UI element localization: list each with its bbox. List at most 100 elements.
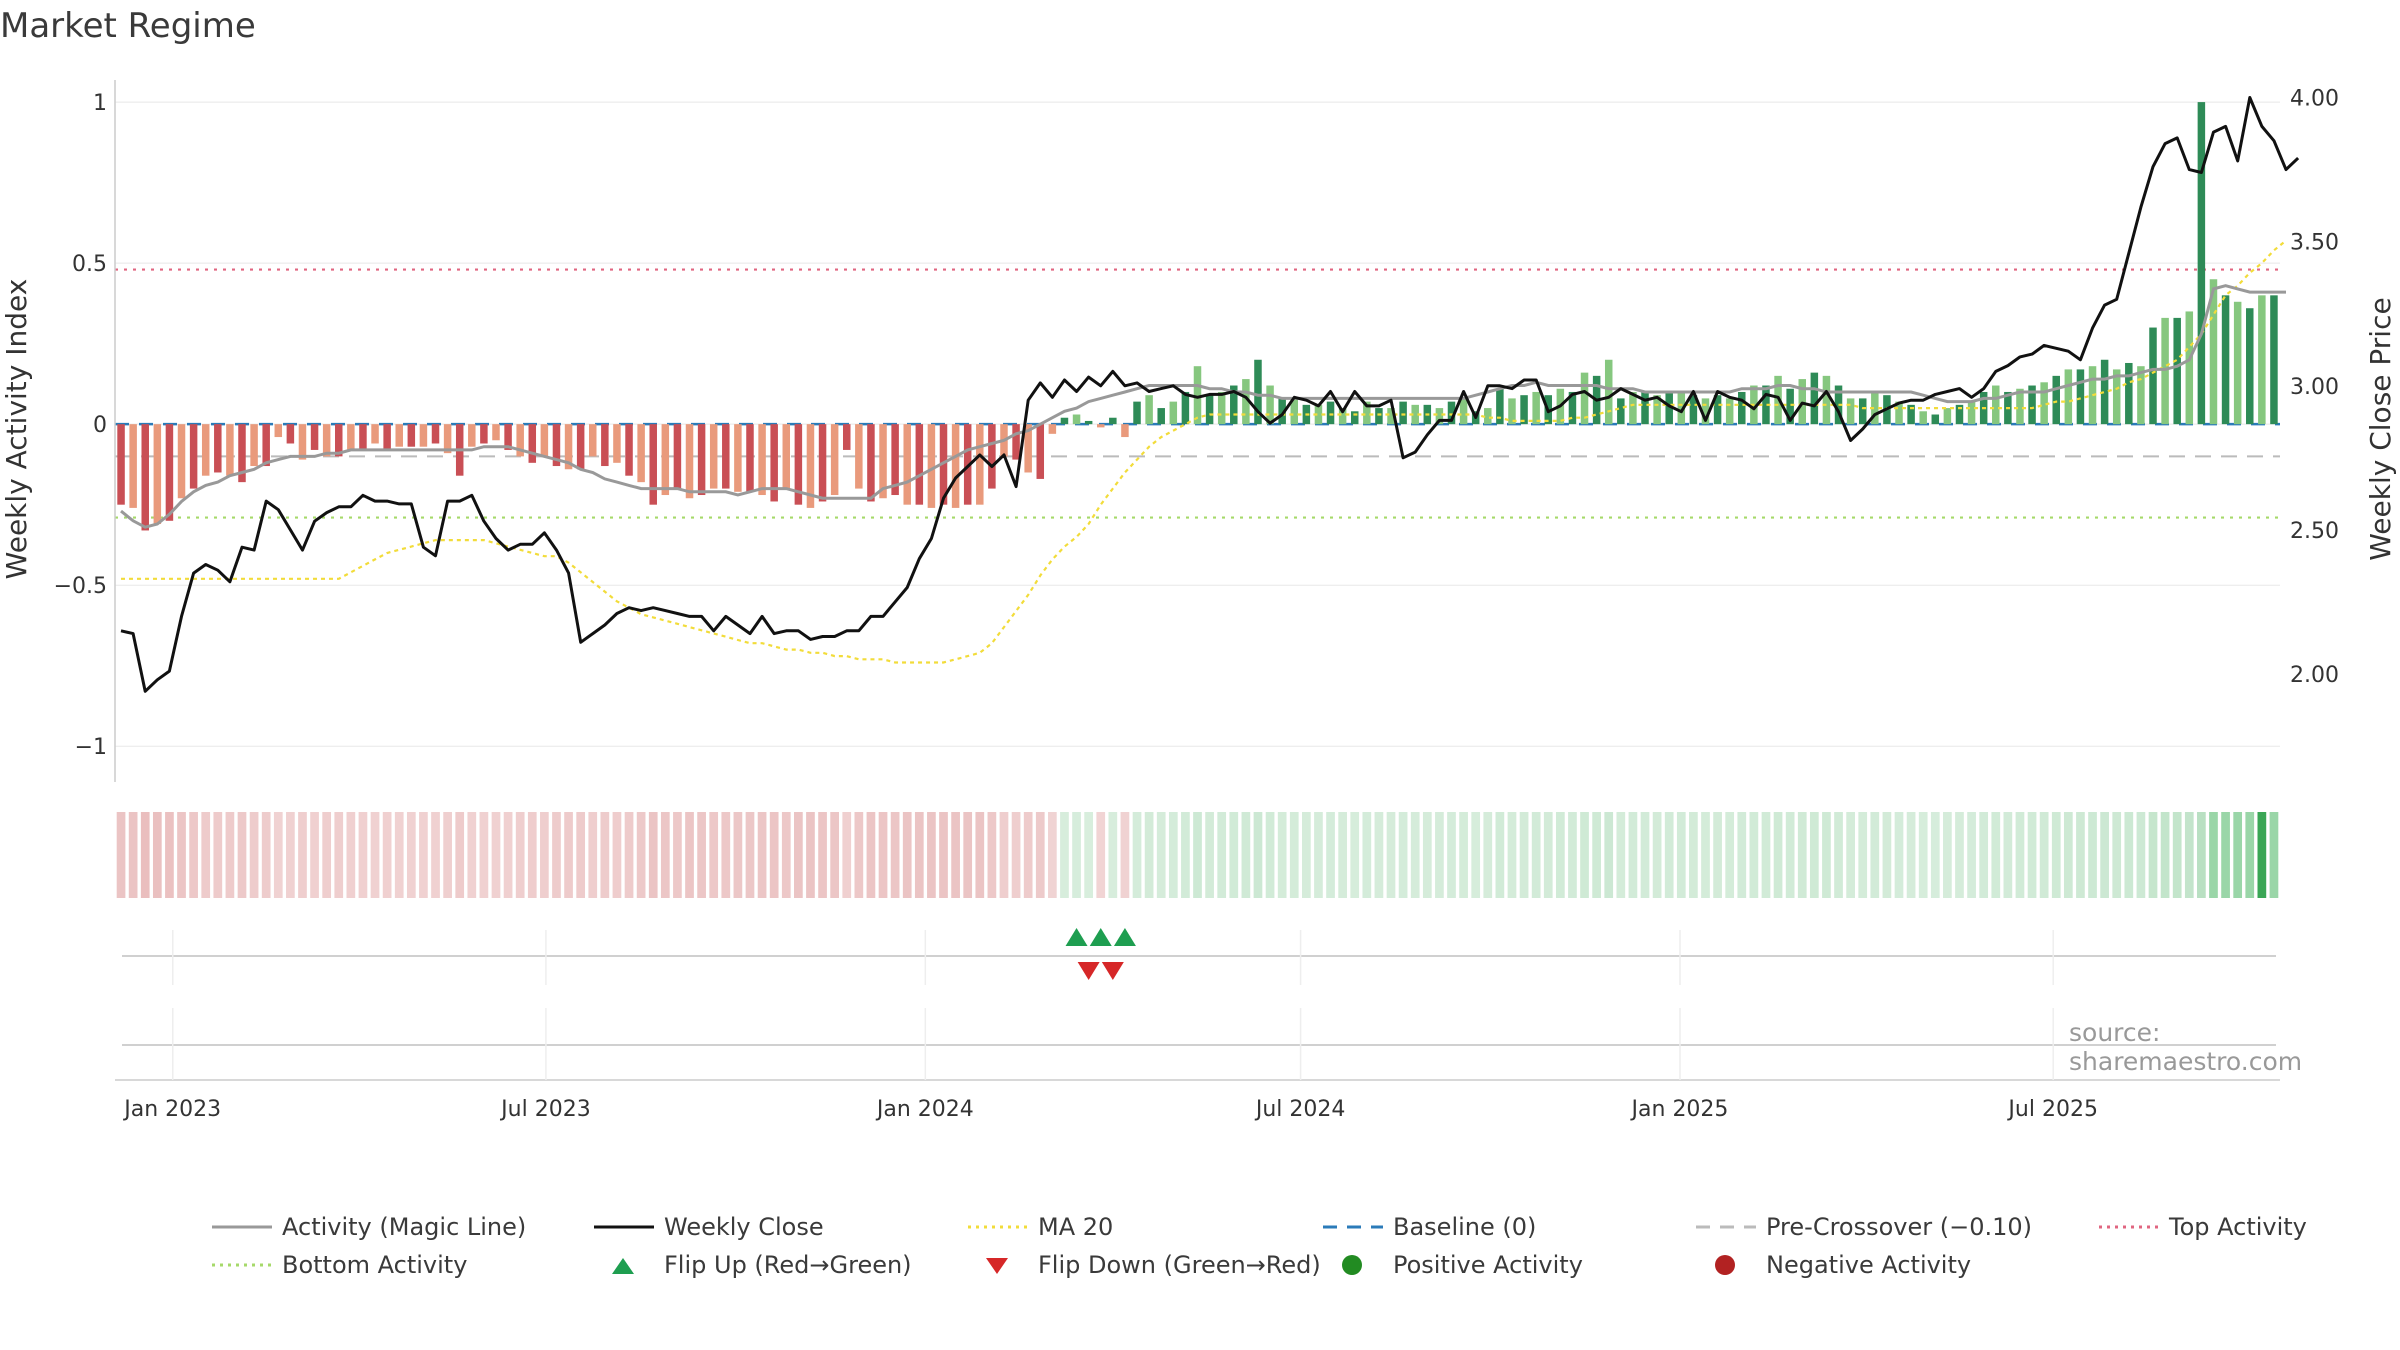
activity-bar — [709, 424, 718, 489]
activity-bar — [1181, 391, 1190, 425]
regime-cell — [1592, 812, 1601, 898]
regime-cell — [1676, 812, 1686, 898]
regime-cell — [1725, 812, 1735, 898]
activity-bar — [1193, 366, 1202, 425]
y-tick-label: 0.5 — [72, 252, 107, 277]
activity-bar — [1326, 401, 1335, 425]
regime-cell — [1519, 812, 1529, 898]
activity-bar — [1447, 401, 1456, 425]
activity-bar — [480, 424, 488, 444]
regime-cell — [2257, 812, 2267, 898]
activity-bar — [1242, 379, 1250, 425]
regime-cell — [1132, 812, 1142, 898]
activity-bar — [250, 424, 258, 467]
activity-bar — [1919, 411, 1927, 425]
activity-bar — [842, 424, 851, 450]
regime-cell — [503, 812, 513, 898]
activity-bar — [1992, 385, 2000, 425]
activity-bar — [589, 424, 597, 457]
legend-label: Flip Down (Green→Red) — [1038, 1251, 1321, 1279]
activity-bar — [1024, 424, 1032, 473]
regime-cell — [370, 812, 380, 898]
activity-bar — [722, 424, 730, 489]
regime-cell — [1664, 812, 1674, 898]
x-tick-label: Jan 2025 — [1630, 1097, 1729, 1122]
regime-cell — [1060, 812, 1069, 898]
regime-cell — [1689, 812, 1698, 898]
regime-cell — [673, 812, 682, 898]
y-tick-label: −0.5 — [54, 574, 107, 599]
legend-swatch-baseline — [1323, 1225, 1383, 1229]
regime-cell — [1955, 812, 1964, 898]
regime-cell — [1991, 812, 2001, 898]
regime-cell — [697, 812, 706, 898]
activity-bar — [1762, 385, 1770, 425]
regime-cell — [261, 812, 271, 898]
activity-bar — [552, 424, 561, 467]
activity-bar — [2209, 279, 2218, 425]
activity-bar — [2270, 295, 2278, 425]
regime-cell — [1253, 812, 1263, 898]
legend-swatch-ma20 — [968, 1225, 1028, 1229]
activity-bar — [1072, 414, 1081, 425]
legend-item-pos: Positive Activity — [1321, 1250, 1583, 1280]
activity-bar — [1520, 395, 1528, 425]
regime-cell — [1628, 812, 1638, 898]
regime-cell — [878, 812, 888, 898]
activity-bar — [1931, 414, 1940, 425]
x-tick-label: Jul 2025 — [2006, 1097, 2098, 1122]
x-tick-label: Jan 2024 — [875, 1097, 974, 1122]
activity-bar — [1145, 395, 1153, 425]
regime-cell — [999, 812, 1009, 898]
flip-up-marker — [1113, 928, 1136, 946]
regime-cell — [2136, 812, 2146, 898]
regime-cell — [1193, 812, 1202, 898]
regime-cell — [1072, 812, 1081, 898]
activity-bar — [1617, 398, 1625, 425]
activity-bar — [286, 424, 295, 444]
activity-bar — [1907, 404, 1915, 425]
regime-cell — [334, 812, 344, 898]
activity-bar — [2040, 382, 2048, 425]
regime-cell — [406, 812, 416, 898]
regime-cell — [2160, 812, 2170, 898]
regime-cell — [237, 812, 247, 898]
activity-bar — [165, 424, 174, 521]
activity-bar — [734, 424, 742, 492]
flip-down-marker — [1101, 962, 1124, 980]
regime-cell — [1410, 812, 1420, 898]
legend-label: Activity (Magic Line) — [282, 1213, 527, 1241]
activity-bar — [1532, 391, 1540, 425]
activity-bar — [770, 424, 778, 502]
activity-bars — [117, 102, 2278, 531]
regime-cell — [902, 812, 912, 898]
activity-bar — [238, 424, 246, 483]
regime-cell — [624, 812, 634, 898]
regime-cell — [733, 812, 743, 898]
regime-cell — [1374, 812, 1384, 898]
regime-cell — [745, 812, 755, 898]
activity-bar — [395, 424, 403, 447]
regime-cell — [1265, 812, 1275, 898]
regime-cell — [1048, 812, 1057, 898]
regime-cell — [564, 812, 573, 898]
activity-bar — [782, 424, 791, 489]
flip-up-marker — [1065, 928, 1088, 946]
activity-bar — [1568, 391, 1577, 425]
regime-cell — [1858, 812, 1868, 898]
y-tick-label: 0 — [93, 413, 107, 438]
activity-bar — [649, 424, 657, 505]
regime-cell — [1930, 812, 1940, 898]
activity-bar — [1871, 391, 1879, 425]
activity-bar — [1955, 404, 1964, 425]
activity-bar — [310, 424, 319, 450]
activity-bar — [1096, 424, 1105, 428]
x-tick-label: Jul 2024 — [1254, 1097, 1346, 1122]
regime-cell — [128, 812, 138, 898]
activity-bar — [1846, 398, 1855, 425]
activity-bar — [661, 424, 670, 496]
regime-cell — [1761, 812, 1771, 898]
activity-bar — [2100, 359, 2109, 425]
weekly-close-line — [120, 96, 2300, 693]
